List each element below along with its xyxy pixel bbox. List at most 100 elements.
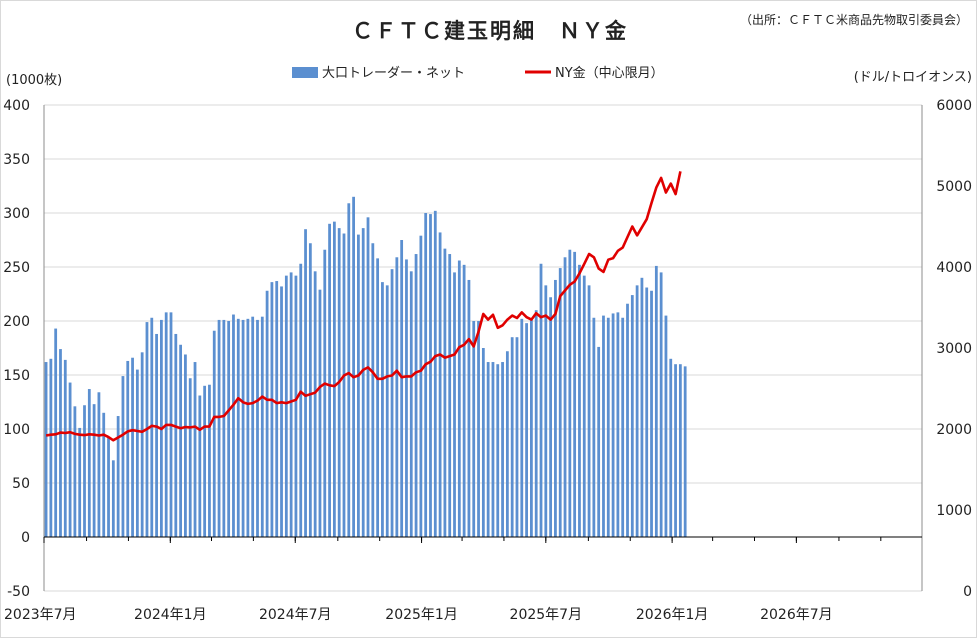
left-axis-tick-label: 400 xyxy=(3,98,30,114)
bar xyxy=(409,271,413,537)
bar xyxy=(232,314,235,537)
bar xyxy=(630,295,634,537)
left-axis-tick-label: 50 xyxy=(12,476,30,492)
bar xyxy=(674,364,677,537)
bar xyxy=(116,416,120,537)
bar xyxy=(457,260,461,537)
bar xyxy=(635,285,639,537)
bar xyxy=(568,249,572,537)
bar xyxy=(59,349,62,537)
bar xyxy=(44,362,48,537)
bar xyxy=(260,316,264,537)
bar xyxy=(558,268,562,537)
right-axis-tick-label: 3000 xyxy=(936,341,972,357)
x-axis-tick-label: 2026年7月 xyxy=(760,607,833,623)
right-axis-tick-label: 5000 xyxy=(936,179,972,195)
bar xyxy=(621,317,625,537)
bar xyxy=(520,318,524,537)
bar xyxy=(539,263,543,537)
bar xyxy=(419,235,423,537)
bar xyxy=(438,232,442,537)
bar xyxy=(73,406,77,537)
bar xyxy=(626,303,629,537)
bar xyxy=(683,366,687,537)
bar xyxy=(501,362,504,537)
left-axis-tick-label: -50 xyxy=(7,584,30,600)
x-axis-tick-label: 2026年1月 xyxy=(636,607,709,623)
bar xyxy=(352,196,355,538)
left-axis-tick-label: 250 xyxy=(3,260,30,276)
left-axis-unit: (1000枚) xyxy=(6,73,62,88)
x-axis-tick-label: 2025年7月 xyxy=(510,607,583,623)
right-axis-tick-label: 0 xyxy=(963,584,972,600)
bar xyxy=(606,317,610,537)
bar xyxy=(265,290,269,537)
bar xyxy=(179,344,183,537)
bar xyxy=(150,317,154,537)
bar xyxy=(184,354,187,537)
bar xyxy=(405,259,408,537)
bar xyxy=(515,337,519,537)
bar xyxy=(308,243,312,538)
bar xyxy=(385,285,389,537)
chart-title: ＣＦＴＣ建玉明細 ＮＹ金 xyxy=(352,19,628,43)
left-axis-tick-labels: -50 0 50 100 150 200 250 300 350 400 xyxy=(3,98,30,600)
bar xyxy=(573,251,577,537)
bar xyxy=(381,282,384,537)
bar xyxy=(597,346,601,537)
bar xyxy=(361,228,365,537)
bar xyxy=(544,285,548,537)
bar xyxy=(318,289,322,537)
bar xyxy=(193,362,197,537)
legend-bar-swatch xyxy=(292,67,318,78)
left-axis-tick-label: 0 xyxy=(21,530,30,546)
bar xyxy=(299,263,303,537)
x-axis-tick-label: 2025年1月 xyxy=(385,607,458,623)
bar xyxy=(188,378,192,537)
bar xyxy=(645,287,649,537)
bar xyxy=(582,275,586,537)
left-axis-tick-label: 150 xyxy=(3,368,30,384)
bar xyxy=(525,323,528,537)
bar xyxy=(505,351,509,537)
bar xyxy=(102,412,106,537)
bar xyxy=(332,221,336,537)
x-axis-tick-labels: 2023年7月 2024年1月 2024年7月 2025年1月 2025年7月 2026年… xyxy=(4,607,833,623)
bar xyxy=(54,328,58,537)
bar xyxy=(390,269,394,537)
bar xyxy=(83,405,86,537)
bar xyxy=(587,285,591,537)
bar xyxy=(659,272,663,537)
x-axis-tick-label: 2024年1月 xyxy=(134,607,207,623)
bar xyxy=(467,279,471,537)
bar xyxy=(78,427,82,537)
bar xyxy=(111,460,115,537)
bar xyxy=(616,312,620,537)
bar xyxy=(554,279,557,537)
bar xyxy=(472,321,476,537)
bar xyxy=(63,359,67,537)
bar xyxy=(284,275,288,537)
bar xyxy=(414,254,418,538)
bar xyxy=(241,319,245,537)
bar xyxy=(227,321,231,537)
right-axis-tick-label: 6000 xyxy=(936,98,972,114)
bar xyxy=(155,333,158,537)
bar xyxy=(395,257,399,537)
line-series xyxy=(45,171,682,442)
left-axis-tick-label: 100 xyxy=(3,422,30,438)
right-axis-tick-label: 1000 xyxy=(936,503,972,519)
bar xyxy=(592,317,596,537)
x-axis-tick-label: 2024年7月 xyxy=(259,607,332,623)
bar xyxy=(678,364,682,537)
left-axis-tick-label: 350 xyxy=(3,152,30,168)
left-axis-tick-label: 200 xyxy=(3,314,30,330)
bar xyxy=(424,213,428,537)
bar xyxy=(510,337,514,537)
bar xyxy=(251,316,255,537)
right-axis-tick-labels: 0 1000 2000 3000 4000 5000 6000 xyxy=(936,98,972,600)
bar xyxy=(640,277,644,537)
bar xyxy=(549,297,553,537)
bar xyxy=(208,384,211,537)
